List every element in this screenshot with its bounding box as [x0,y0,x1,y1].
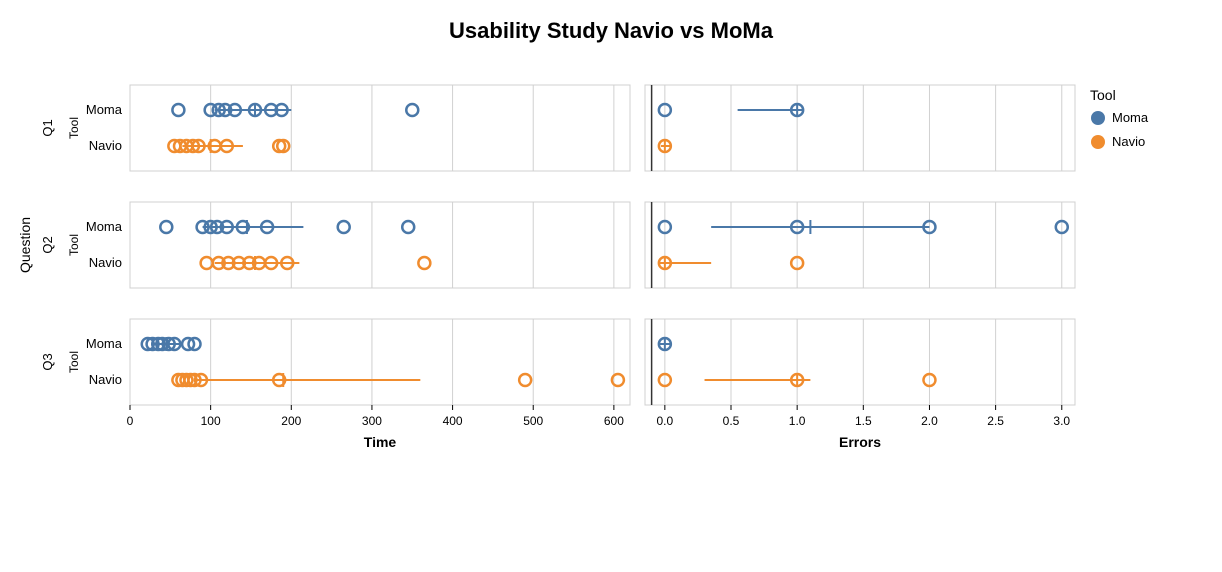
question-label: Q1 [40,119,55,136]
chart-container: Usability Study Navio vs MoMa Moma Navio T… [0,0,1222,572]
y-tool-label: Moma [86,102,123,117]
legend-label: Moma [1112,110,1149,125]
y-inner-label: Tool [67,351,81,373]
x-tick-label: 300 [362,414,382,428]
x-tick-label: 0 [127,414,134,428]
y-inner-label: Tool [67,234,81,256]
x-axis-label: Errors [839,434,881,450]
x-tick-label: 0.0 [657,414,674,428]
x-tick-label: 1.5 [855,414,872,428]
data-point [406,104,418,116]
x-tick-label: 0.5 [723,414,740,428]
y-tool-label: Moma [86,336,123,351]
question-label: Q3 [40,353,55,370]
data-point [418,257,430,269]
x-tick-label: 400 [443,414,463,428]
x-tick-label: 600 [604,414,624,428]
y-tool-label: Moma [86,219,123,234]
legend-swatch [1091,135,1105,149]
panel [645,85,1075,171]
question-label: Q2 [40,236,55,253]
x-tick-label: 200 [281,414,301,428]
panel [645,319,1075,405]
legend-title: Tool [1090,87,1116,103]
panel [130,319,630,405]
y-inner-label: Tool [67,117,81,139]
data-point [519,374,531,386]
y-tool-label: Navio [89,255,122,270]
x-tick-label: 1.0 [789,414,806,428]
legend-swatch [1091,111,1105,125]
y-tool-label: Navio [89,372,122,387]
chart-svg: Moma Navio Tool Q1 Moma Navio Tool Q2 0 100 200 300… [0,0,1222,572]
data-point [402,221,414,233]
x-tick-label: 500 [523,414,543,428]
x-tick-label: 2.5 [987,414,1004,428]
panel [130,85,630,171]
panel [130,202,630,288]
y-outer-label: Question [17,217,33,273]
chart-title: Usability Study Navio vs MoMa [0,18,1222,44]
panel [645,202,1075,288]
x-tick-label: 3.0 [1053,414,1070,428]
data-point [172,104,184,116]
x-tick-label: 100 [201,414,221,428]
legend-label: Navio [1112,134,1145,149]
y-tool-label: Navio [89,138,122,153]
x-axis-label: Time [364,434,397,450]
data-point [338,221,350,233]
data-point [160,221,172,233]
x-tick-label: 2.0 [921,414,938,428]
